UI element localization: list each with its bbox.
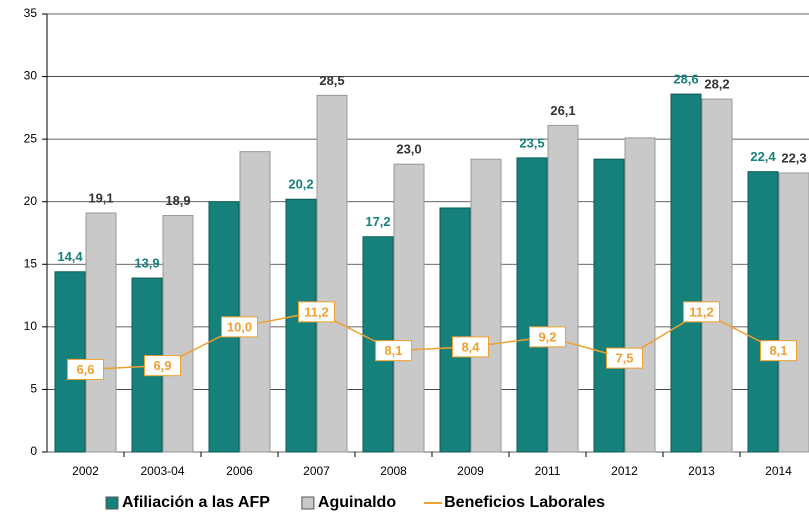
bar (593, 158, 625, 453)
x-tick-label: 2014 (765, 464, 792, 478)
legend-swatch (301, 496, 315, 510)
legend-label: Aguinaldo (318, 494, 396, 511)
label-box (683, 301, 720, 323)
x-tick-label: 2003-04 (140, 464, 184, 478)
value-label: 9,2 (538, 329, 556, 344)
label-box (529, 326, 566, 348)
value-label: 23,5 (519, 135, 544, 150)
label-box (221, 316, 258, 338)
bar (624, 137, 656, 453)
value-label: 7,5 (615, 351, 633, 366)
value-label: 8,4 (461, 339, 480, 354)
value-label: 22,3 (781, 150, 806, 165)
y-tick-label: 20 (24, 194, 38, 208)
value-label: 11,2 (689, 304, 714, 319)
value-label: 22,4 (750, 149, 776, 164)
bar (439, 207, 471, 453)
value-label: 17,2 (365, 214, 390, 229)
value-label: 28,5 (319, 73, 344, 88)
bar (239, 151, 271, 453)
label-box (144, 355, 181, 377)
bar (393, 163, 425, 453)
y-tick-label: 0 (30, 444, 37, 458)
label-box (760, 340, 797, 362)
y-tick-label: 35 (24, 6, 38, 20)
label-box (452, 336, 489, 358)
y-tick-label: 25 (24, 131, 38, 145)
x-tick-label: 2002 (72, 464, 99, 478)
bar (470, 158, 502, 453)
bar (85, 212, 117, 453)
value-label: 18,9 (165, 193, 190, 208)
bar (285, 198, 317, 453)
label-box (375, 340, 412, 362)
label-box (298, 301, 335, 323)
bar (778, 172, 809, 453)
legend-swatch (105, 496, 119, 510)
x-tick-label: 2006 (226, 464, 253, 478)
y-tick-label: 30 (24, 69, 38, 83)
x-tick-label: 2012 (611, 464, 638, 478)
x-tick-label: 2013 (688, 464, 715, 478)
bar (162, 214, 194, 453)
line (85, 310, 779, 371)
bar (516, 157, 548, 453)
y-tick-label: 5 (30, 382, 37, 396)
value-label: 26,1 (550, 103, 575, 118)
bar (316, 94, 348, 453)
value-label: 8,1 (384, 343, 402, 358)
value-label: 6,9 (153, 358, 171, 373)
y-tick-label: 10 (24, 319, 38, 333)
bar (747, 171, 779, 453)
value-label: 19,1 (88, 190, 113, 205)
bar (547, 124, 579, 453)
x-tick-label: 2011 (535, 464, 561, 478)
legend-label: Afiliación a las AFP (122, 494, 270, 511)
value-label: 14,4 (57, 249, 83, 264)
value-label: 28,2 (704, 77, 729, 92)
bar (701, 98, 733, 453)
value-label: 6,6 (76, 362, 94, 377)
x-tick-label: 2007 (303, 464, 330, 478)
value-label: 13,9 (134, 255, 159, 270)
legend-label: Beneficios Laborales (444, 494, 605, 511)
value-label: 23,0 (396, 142, 421, 157)
value-label: 11,2 (304, 304, 329, 319)
value-label: 10,0 (227, 319, 252, 334)
value-label: 20,2 (288, 177, 313, 192)
x-tick-label: 2008 (380, 464, 407, 478)
label-box (67, 358, 104, 380)
x-tick-label: 2009 (457, 464, 484, 478)
y-tick-label: 15 (24, 256, 38, 270)
value-label: 8,1 (769, 343, 787, 358)
label-box (606, 347, 643, 369)
value-label: 28,6 (673, 72, 698, 87)
bar (670, 93, 702, 453)
